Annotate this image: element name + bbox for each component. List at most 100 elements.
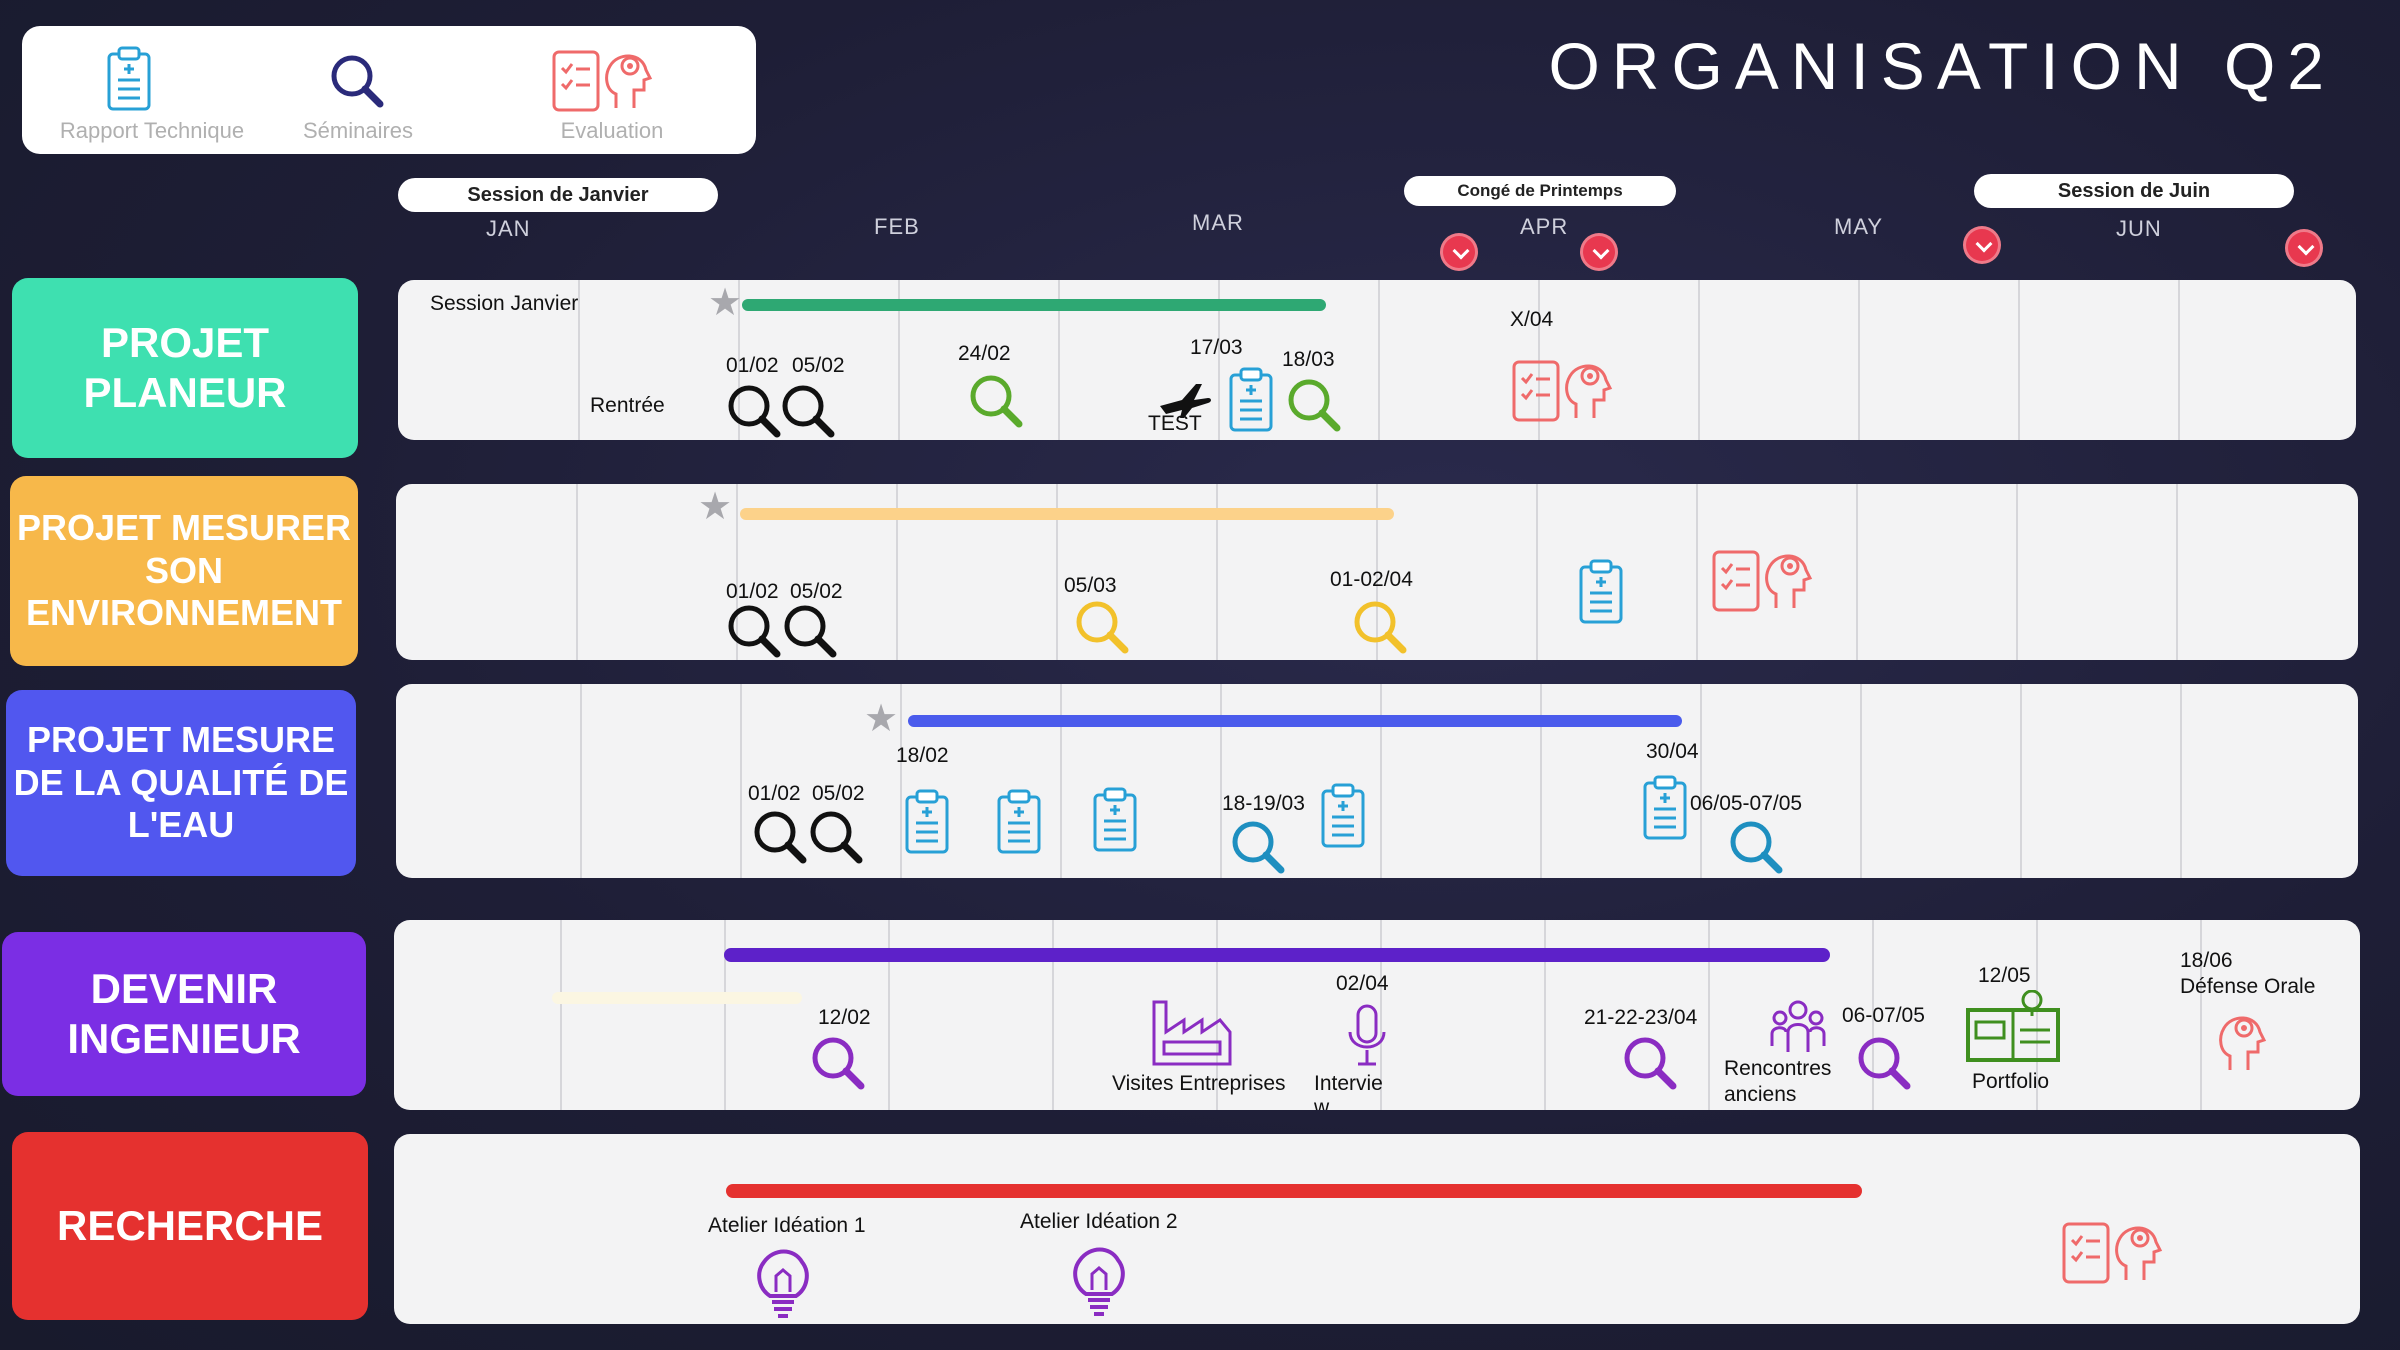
ingenieur-faded-bar [552,992,802,1004]
clipboard-icon [1229,367,1273,432]
magnifier-icon [728,605,781,658]
timeline-row-eau: ★ 18/02 01/02 05/02 18-19/03 30/04 06/05… [396,684,2358,878]
session-printemps-pill: Congé de Printemps [1404,176,1676,206]
page-title: ORGANISATION Q2 [1548,29,2336,103]
magnifier-icon [1354,601,1407,654]
date-label: 01/02 [726,354,779,377]
clipboard-icon [1579,559,1623,624]
lightbulb-icon [757,1249,809,1318]
lightbulb-icon [1073,1247,1125,1316]
date-label: 18/03 [1282,348,1335,371]
evaluation-icon [552,50,653,112]
magnifier-icon [754,811,807,864]
date-label: 12/05 [1978,964,2031,987]
clipboard-icon [107,46,151,111]
portfolio-label: Portfolio [1972,1070,2050,1093]
recherche-timeline-bar [726,1184,1862,1198]
chevron-down-icon[interactable] [1440,233,1478,271]
magnifier-icon [1232,821,1285,874]
date-label: 06/05-07/05 [1690,792,1803,815]
microphone-icon [1348,1004,1386,1066]
ingenieur-timeline-bar [724,948,1830,962]
month-mar: MAR [1192,210,1244,235]
date-label: 12/02 [818,1006,871,1029]
rentree-label: Rentrée [590,394,665,417]
head-gear-icon [2219,1016,2267,1070]
magnifier-icon [784,605,837,658]
project-eau-card[interactable]: PROJET MESURE DE LA QUALITÉ DE L'EAU [6,690,356,876]
date-label: 01-02/04 [1330,568,1413,591]
project-recherche-card[interactable]: RECHERCHE [12,1132,368,1320]
date-label: 06-07/05 [1842,1004,1925,1027]
airplane-icon [1160,384,1211,418]
magnifier-icon [1288,379,1341,432]
legend-seminaires-label: Séminaires [302,118,414,143]
clipboard-icon [905,789,949,854]
rencontres-anciens-label: Rencontres anciens [1724,1057,1832,1106]
star-icon: ★ [708,282,743,324]
date-label: 05/03 [1064,574,1117,597]
magnifier-icon [810,811,863,864]
magnifier-icon [1076,601,1129,654]
session-janvier-pill: Session de Janvier [398,178,718,212]
clipboard-icon [1643,775,1687,840]
date-label: 18/02 [896,744,949,767]
magnifier-icon [812,1037,865,1090]
month-apr: APR [1520,214,1569,239]
date-label: 01/02 [748,782,801,805]
legend-evaluation-label: Evaluation [560,118,664,143]
month-may: MAY [1834,214,1884,239]
evaluation-icon [2062,1222,2163,1284]
star-icon: ★ [698,486,733,528]
visites-entreprises-label: Visites Entreprises [1112,1072,1286,1095]
planeur-timeline-bar [742,299,1326,311]
timeline-row-mesurer: ★ 01/02 05/02 05/03 01-02/04 [396,484,2358,660]
date-label: 17/03 [1190,336,1243,359]
project-ingenieur-card[interactable]: DEVENIR INGENIEUR [2,932,366,1096]
project-planeur-card[interactable]: PROJET PLANEUR [12,278,358,458]
month-jan: JAN [486,216,531,241]
group-icon [1770,1000,1826,1052]
clipboard-icon [1093,787,1137,852]
date-label: 05/02 [790,580,843,603]
date-label: 18-19/03 [1222,792,1305,815]
timeline-row-recherche: Atelier Idéation 1 Atelier Idéation 2 [394,1134,2360,1324]
chevron-down-icon[interactable] [1963,226,2001,264]
portfolio-book-icon [1966,990,2060,1062]
legend-panel: Rapport Technique Séminaires Evaluation [22,26,756,154]
session-janvier-label: Session Janvier [430,292,579,315]
date-label: 01/02 [726,580,779,603]
evaluation-icon [1512,360,1613,422]
date-label: 30/04 [1646,740,1699,763]
clipboard-icon [1321,783,1365,848]
chevron-down-icon[interactable] [2285,229,2323,267]
project-mesurer-card[interactable]: PROJET MESURER SON ENVIRONNEMENT [10,476,358,666]
magnifier-icon [1730,821,1783,874]
atelier-ideation-1-label: Atelier Idéation 1 [708,1214,866,1237]
date-label: 21-22-23/04 [1584,1006,1698,1029]
evaluation-icon [1712,550,1813,612]
magnifier-icon [1858,1037,1911,1090]
date-label: 24/02 [958,342,1011,365]
interview-label: Intervie w [1314,1072,1383,1110]
chevron-down-icon[interactable] [1580,233,1618,271]
magnifier-icon [728,385,781,438]
clipboard-icon [997,789,1041,854]
mesurer-timeline-bar [740,508,1394,520]
magnifier-icon [970,375,1023,428]
factory-icon [1152,1000,1232,1066]
legend-rapport-label: Rapport Technique [59,118,245,143]
date-label: X/04 [1510,308,1554,331]
date-label: 05/02 [792,354,845,377]
magnifier-icon [331,55,384,108]
star-icon: ★ [864,698,899,740]
month-feb: FEB [874,214,920,239]
timeline-row-planeur: ★ Session Janvier Rentrée 01/02 05/02 24… [398,280,2356,440]
magnifier-icon [1624,1037,1677,1090]
month-jun: JUN [2116,216,2162,241]
date-label: 02/04 [1336,972,1389,995]
magnifier-icon [782,385,835,438]
eau-timeline-bar [908,715,1682,727]
atelier-ideation-2-label: Atelier Idéation 2 [1020,1210,1178,1233]
defense-orale-label: 18/06 Défense Orale [2180,949,2316,998]
